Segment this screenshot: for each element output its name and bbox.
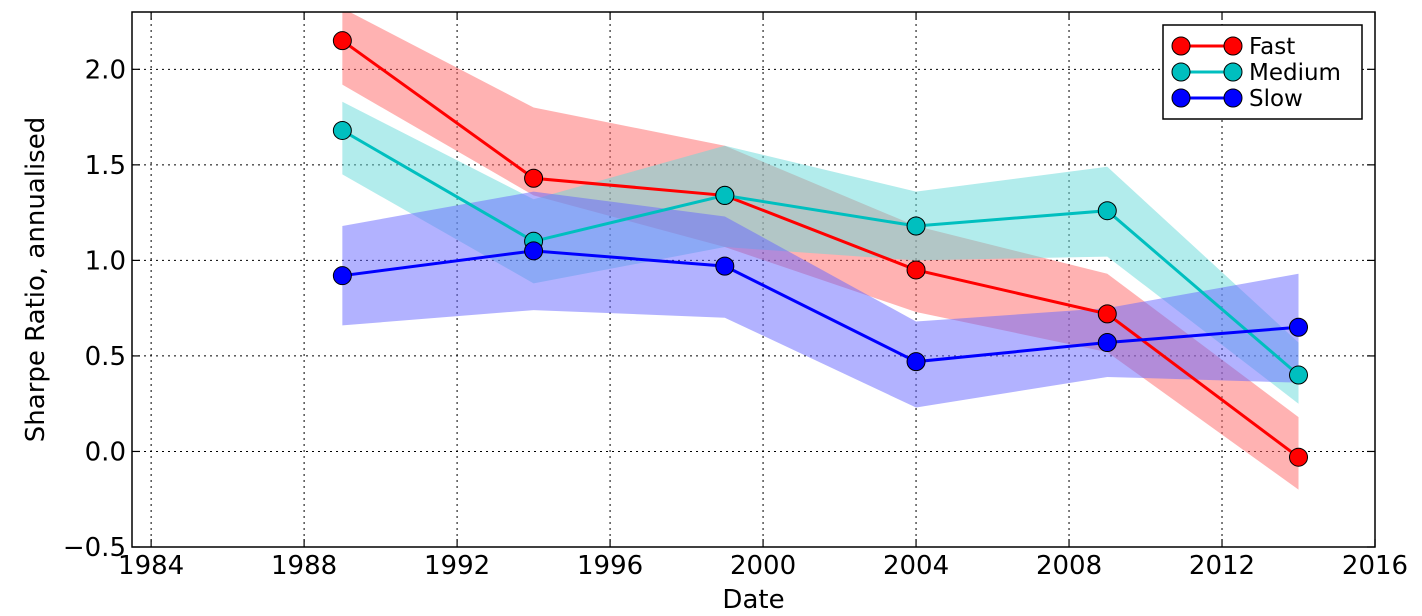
x-tick-label: 1992: [424, 551, 490, 581]
point-fast: [524, 168, 544, 188]
y-tick-label: 1.5: [85, 151, 126, 181]
point-medium: [906, 216, 926, 236]
point-fast: [332, 31, 352, 51]
x-tick-label: 2012: [1189, 551, 1255, 581]
x-tick-label: 1988: [271, 551, 337, 581]
legend-marker: [1223, 36, 1243, 56]
y-tick-label: −0.5: [63, 533, 126, 563]
x-tick-label: 2008: [1036, 551, 1102, 581]
x-tick-label: 2016: [1342, 551, 1408, 581]
point-medium: [332, 120, 352, 140]
point-fast: [1289, 447, 1309, 467]
legend-label-medium: Medium: [1249, 60, 1341, 86]
y-tick-label: 0.5: [85, 342, 126, 372]
y-tick-label: 0.0: [85, 437, 126, 467]
line-fast: [341, 39, 1300, 459]
line-slow: [342, 249, 1299, 364]
x-tick-label: 2000: [730, 551, 796, 581]
point-medium: [715, 185, 735, 205]
point-fast: [1097, 304, 1117, 324]
point-slow: [332, 266, 352, 286]
confidence-bands: [342, 12, 1299, 490]
data-points: [332, 31, 1309, 467]
x-tick-label: 1996: [577, 551, 643, 581]
x-tick-label: 1984: [118, 551, 184, 581]
y-tick-label: 1.0: [85, 246, 126, 276]
point-slow: [906, 352, 926, 372]
point-medium: [1097, 201, 1117, 221]
x-tick-label: 2004: [883, 551, 949, 581]
series-lines: [341, 39, 1300, 459]
point-medium: [1289, 365, 1309, 385]
x-axis-label: Date: [722, 585, 784, 615]
point-fast: [906, 260, 926, 280]
legend-marker: [1171, 88, 1191, 108]
y-axis-label: Sharpe Ratio, annualised: [21, 117, 51, 442]
legend-label-slow: Slow: [1249, 86, 1303, 112]
point-slow: [524, 241, 544, 261]
point-slow: [1097, 333, 1117, 353]
legend-marker: [1223, 88, 1243, 108]
axis-ticks: 1984 1988 1992 1996 2000 2004 2008 2012 2016 −0.5…: [63, 12, 1408, 581]
legend-marker: [1223, 62, 1243, 82]
band-medium: [342, 101, 1299, 404]
y-tick-label: 2.0: [85, 55, 126, 85]
plot-frame: [131, 11, 1376, 548]
point-slow: [1289, 317, 1309, 337]
legend-label-fast: Fast: [1249, 34, 1295, 60]
line-medium: [341, 129, 1300, 377]
point-slow: [715, 256, 735, 276]
legend-marker: [1171, 62, 1191, 82]
band-slow: [342, 191, 1299, 408]
legend-marker: [1171, 36, 1191, 56]
